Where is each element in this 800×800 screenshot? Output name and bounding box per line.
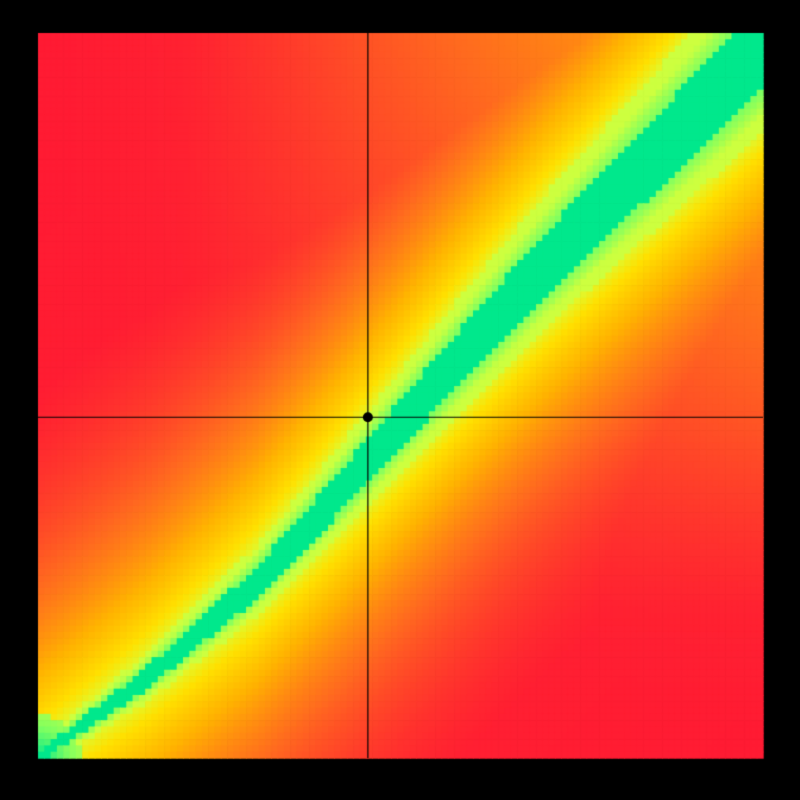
chart-container: { "watermark": { "text": "TheBottleneck.… <box>0 0 800 800</box>
heatmap-canvas <box>0 0 800 800</box>
